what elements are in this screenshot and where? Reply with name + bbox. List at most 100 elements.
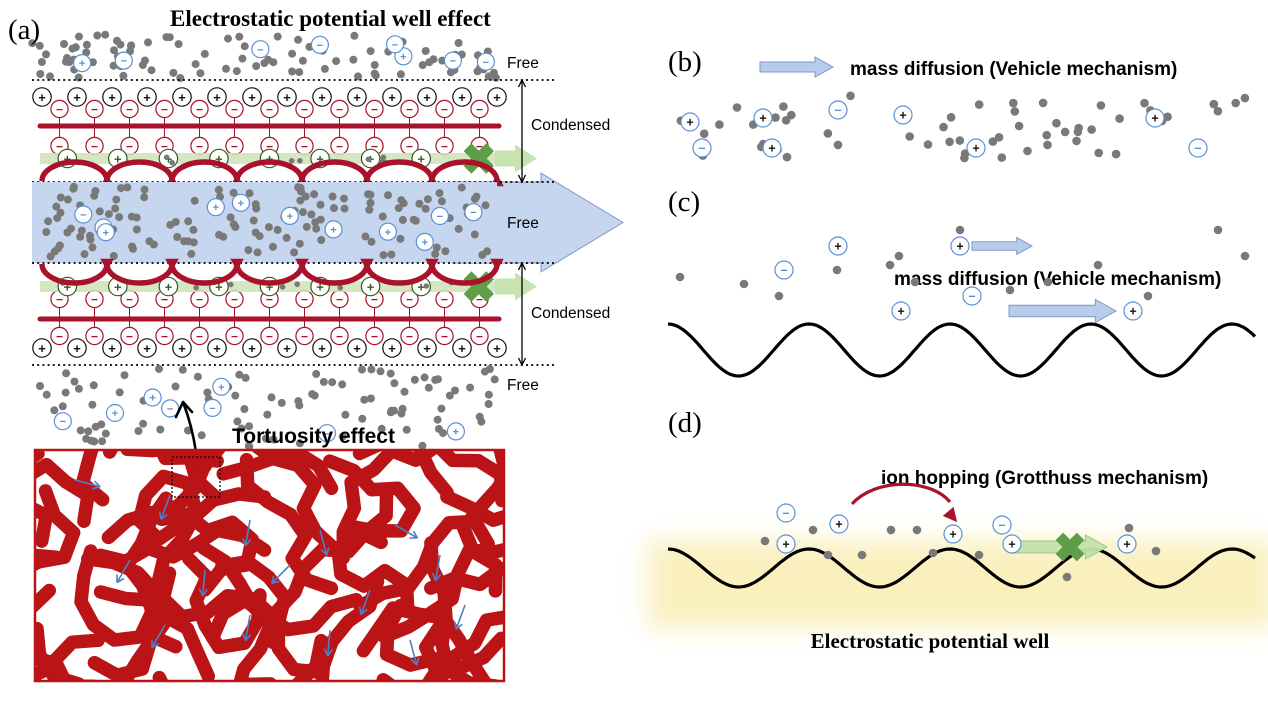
svg-text:−: −	[301, 102, 308, 116]
svg-text:−: −	[60, 416, 66, 428]
svg-text:−: −	[470, 207, 476, 219]
svg-text:+: +	[458, 341, 466, 356]
svg-text:−: −	[392, 39, 398, 51]
svg-text:+: +	[385, 227, 391, 239]
svg-text:+: +	[218, 382, 224, 394]
svg-text:−: −	[336, 330, 343, 344]
svg-text:+: +	[79, 58, 85, 70]
svg-text:−: −	[231, 139, 238, 153]
svg-text:+: +	[1151, 112, 1158, 126]
svg-text:+: +	[493, 90, 501, 105]
svg-text:−: −	[257, 44, 263, 56]
svg-text:+: +	[353, 90, 361, 105]
svg-text:Condensed: Condensed	[531, 117, 610, 134]
svg-text:−: −	[56, 102, 63, 116]
svg-text:−: −	[56, 330, 63, 344]
svg-text:−: −	[126, 330, 133, 344]
svg-text:+: +	[103, 227, 109, 239]
svg-text:−: −	[483, 57, 489, 69]
svg-text:mass diffusion (Vehicle mechan: mass diffusion (Vehicle mechanism)	[850, 59, 1177, 80]
svg-text:+: +	[165, 279, 173, 294]
svg-text:+: +	[1129, 305, 1136, 319]
svg-text:+: +	[143, 90, 151, 105]
svg-text:−: −	[301, 330, 308, 344]
svg-text:+: +	[956, 240, 963, 254]
svg-text:−: −	[780, 264, 787, 278]
svg-text:−: −	[698, 142, 705, 156]
svg-text:−: −	[450, 56, 456, 68]
svg-text:Free: Free	[507, 55, 539, 72]
svg-text:−: −	[266, 102, 273, 116]
svg-text:mass diffusion (Vehicle mechan: mass diffusion (Vehicle mechanism)	[894, 269, 1221, 290]
svg-text:−: −	[782, 507, 789, 521]
svg-text:−: −	[336, 139, 343, 153]
svg-text:+: +	[318, 341, 326, 356]
svg-text:+: +	[1123, 538, 1130, 552]
svg-text:−: −	[301, 139, 308, 153]
svg-text:+: +	[897, 305, 904, 319]
svg-text:+: +	[834, 240, 841, 254]
svg-text:Electrostatic potential well: Electrostatic potential well	[811, 629, 1050, 653]
svg-text:+: +	[899, 109, 906, 123]
svg-text:−: −	[441, 330, 448, 344]
svg-text:+: +	[388, 341, 396, 356]
svg-text:+: +	[423, 341, 431, 356]
svg-text:+: +	[38, 90, 46, 105]
svg-text:+: +	[1008, 538, 1015, 552]
svg-text:−: −	[196, 139, 203, 153]
svg-text:+: +	[73, 341, 81, 356]
svg-text:−: −	[161, 330, 168, 344]
svg-text:−: −	[231, 292, 238, 306]
svg-text:+: +	[149, 393, 155, 405]
svg-text:−: −	[834, 104, 841, 118]
svg-text:+: +	[108, 90, 116, 105]
svg-text:−: −	[266, 330, 273, 344]
svg-text:Free: Free	[507, 377, 539, 394]
svg-text:−: −	[91, 330, 98, 344]
svg-text:−: −	[406, 292, 413, 306]
svg-text:−: −	[231, 102, 238, 116]
svg-text:+: +	[768, 142, 775, 156]
svg-text:−: −	[167, 404, 173, 416]
svg-text:+: +	[388, 90, 396, 105]
svg-text:−: −	[317, 40, 323, 52]
svg-text:−: −	[301, 292, 308, 306]
svg-text:+: +	[949, 528, 956, 542]
svg-text:+: +	[178, 341, 186, 356]
svg-text:+: +	[318, 90, 326, 105]
svg-text:−: −	[441, 102, 448, 116]
svg-text:+: +	[287, 211, 293, 223]
svg-text:+: +	[458, 90, 466, 105]
svg-text:−: −	[371, 330, 378, 344]
svg-text:−: −	[406, 102, 413, 116]
svg-text:−: −	[196, 102, 203, 116]
svg-text:Free: Free	[507, 215, 539, 232]
svg-text:−: −	[80, 210, 86, 222]
svg-text:−: −	[196, 330, 203, 344]
svg-text:−: −	[121, 56, 127, 68]
svg-text:−: −	[126, 102, 133, 116]
svg-text:+: +	[400, 51, 406, 63]
svg-text:−: −	[968, 290, 975, 304]
svg-text:+: +	[38, 341, 46, 356]
svg-text:Tortuosity effect: Tortuosity effect	[232, 425, 395, 448]
svg-text:−: −	[91, 102, 98, 116]
svg-text:−: −	[126, 292, 133, 306]
svg-text:−: −	[91, 292, 98, 306]
svg-text:+: +	[686, 116, 693, 130]
svg-text:+: +	[422, 237, 428, 249]
svg-text:+: +	[759, 112, 766, 126]
svg-text:+: +	[108, 341, 116, 356]
svg-text:+: +	[248, 90, 256, 105]
svg-text:−: −	[441, 292, 448, 306]
svg-text:+: +	[213, 341, 221, 356]
svg-text:+: +	[423, 90, 431, 105]
svg-text:+: +	[453, 427, 459, 439]
svg-text:−: −	[371, 102, 378, 116]
svg-text:+: +	[835, 518, 842, 532]
svg-text:−: −	[209, 403, 215, 415]
svg-text:+: +	[353, 341, 361, 356]
svg-text:+: +	[213, 202, 219, 214]
svg-text:−: −	[231, 330, 238, 344]
svg-text:−: −	[161, 102, 168, 116]
